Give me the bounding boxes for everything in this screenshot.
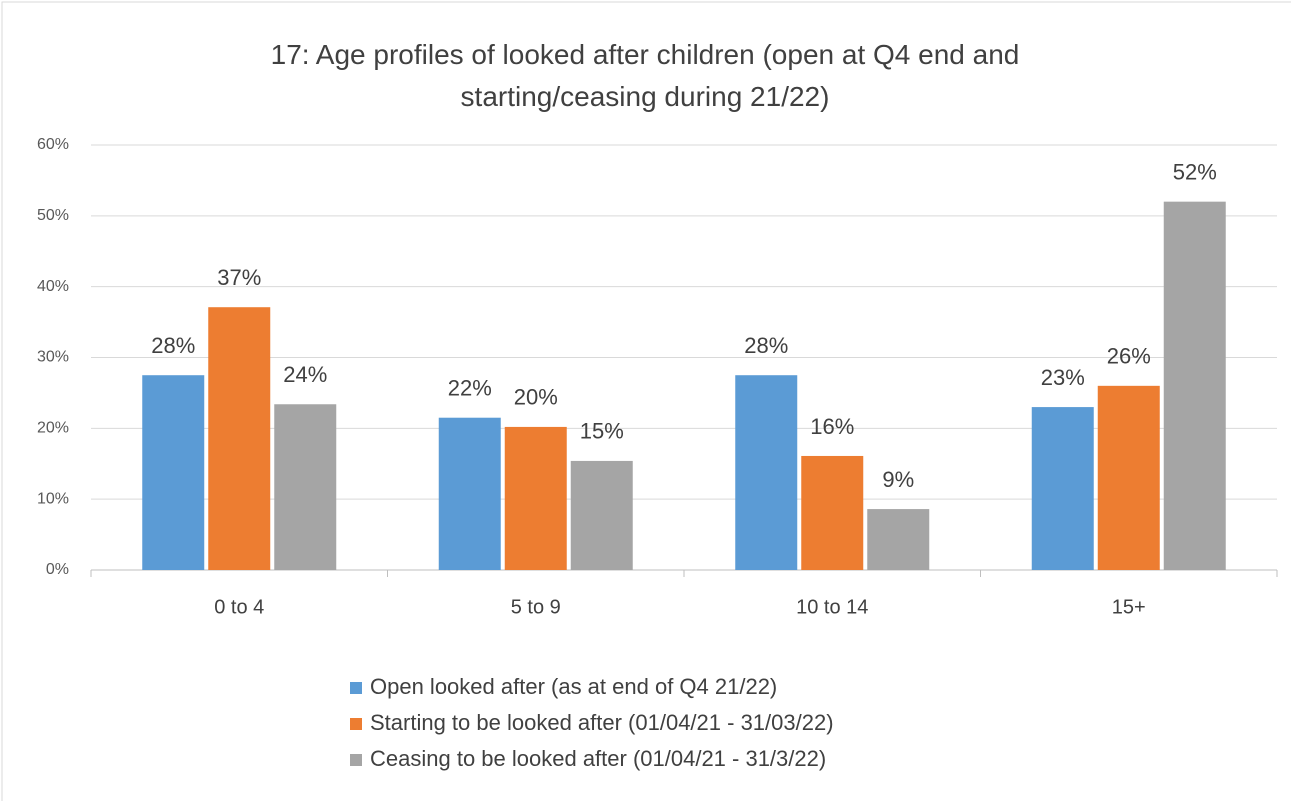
bar xyxy=(801,455,864,570)
x-tick-label: 5 to 9 xyxy=(511,596,561,618)
data-label: 28% xyxy=(151,333,195,358)
x-tick-label: 15+ xyxy=(1112,596,1146,618)
bar xyxy=(208,307,271,570)
y-tick-label: 50% xyxy=(37,207,69,224)
bar xyxy=(570,460,633,570)
data-label: 52% xyxy=(1173,159,1217,184)
data-label: 20% xyxy=(514,385,558,410)
bar xyxy=(735,375,798,570)
legend-label: Ceasing to be looked after (01/04/21 - 3… xyxy=(370,746,826,771)
y-tick-label: 60% xyxy=(37,136,69,153)
data-label: 26% xyxy=(1107,344,1151,369)
bar xyxy=(1097,385,1160,570)
x-tick-label: 0 to 4 xyxy=(214,596,264,618)
y-tick-label: 40% xyxy=(37,278,69,295)
data-label: 24% xyxy=(283,362,327,387)
data-label: 22% xyxy=(448,376,492,401)
data-label: 23% xyxy=(1041,365,1085,390)
x-tick-label: 10 to 14 xyxy=(796,596,868,618)
data-label: 37% xyxy=(217,265,261,290)
legend-label: Open looked after (as at end of Q4 21/22… xyxy=(370,674,777,699)
y-tick-label: 20% xyxy=(37,420,69,437)
legend-swatch xyxy=(350,754,362,766)
data-label: 9% xyxy=(882,467,914,492)
bar xyxy=(274,404,337,570)
y-tick-label: 0% xyxy=(46,561,69,578)
bar xyxy=(438,417,501,570)
legend-label: Starting to be looked after (01/04/21 - … xyxy=(370,710,834,735)
legend-swatch xyxy=(350,682,362,694)
chart-title: 17: Age profiles of looked after childre… xyxy=(270,39,1020,112)
bar xyxy=(867,509,930,570)
y-tick-label: 10% xyxy=(37,490,69,507)
legend-swatch xyxy=(350,718,362,730)
bar xyxy=(142,375,205,570)
bar xyxy=(504,426,567,570)
y-tick-label: 30% xyxy=(37,349,69,366)
data-label: 16% xyxy=(810,414,854,439)
bar xyxy=(1031,407,1094,570)
data-label: 15% xyxy=(580,419,624,444)
data-label: 28% xyxy=(744,333,788,358)
bar xyxy=(1163,201,1226,570)
